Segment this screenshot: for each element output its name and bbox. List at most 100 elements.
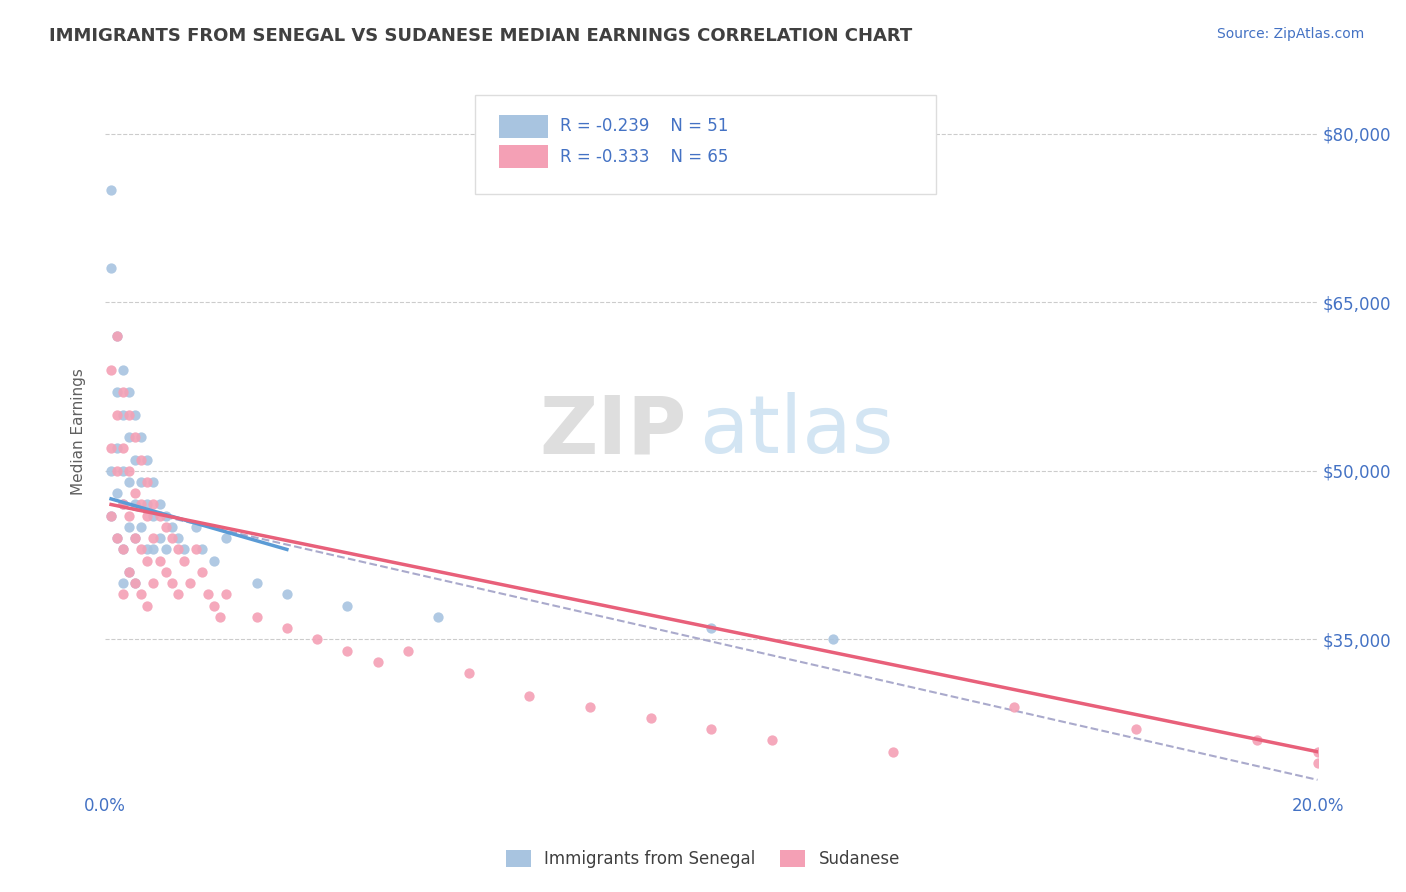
Point	[118, 520, 141, 534]
Point	[148, 498, 170, 512]
Text: atlas: atlas	[699, 392, 893, 470]
Point	[215, 587, 238, 601]
Point	[202, 554, 225, 568]
Point	[197, 587, 219, 601]
Point	[160, 520, 183, 534]
Point	[112, 362, 135, 376]
Point	[100, 508, 122, 523]
FancyBboxPatch shape	[475, 95, 935, 194]
Point	[209, 610, 232, 624]
Point	[148, 531, 170, 545]
Point	[761, 733, 783, 747]
Point	[112, 542, 135, 557]
Point	[155, 565, 177, 579]
Point	[131, 430, 153, 444]
Point	[131, 587, 153, 601]
Point	[118, 565, 141, 579]
Text: R = -0.333    N = 65: R = -0.333 N = 65	[560, 148, 728, 166]
Point	[118, 385, 141, 400]
Text: Source: ZipAtlas.com: Source: ZipAtlas.com	[1216, 27, 1364, 41]
Point	[700, 621, 723, 635]
Point	[131, 542, 153, 557]
Point	[307, 632, 329, 647]
Point	[700, 723, 723, 737]
Point	[112, 498, 135, 512]
Point	[112, 464, 135, 478]
Point	[367, 655, 389, 669]
Point	[112, 385, 135, 400]
Point	[131, 475, 153, 489]
Point	[184, 520, 207, 534]
Point	[131, 520, 153, 534]
Point	[136, 475, 159, 489]
Point	[336, 643, 359, 657]
Point	[118, 475, 141, 489]
Point	[112, 576, 135, 591]
Point	[142, 576, 165, 591]
Point	[118, 508, 141, 523]
Point	[191, 565, 214, 579]
Point	[1306, 756, 1329, 770]
Point	[173, 542, 195, 557]
Point	[142, 498, 165, 512]
Point	[640, 711, 662, 725]
Point	[105, 464, 128, 478]
Point	[519, 689, 541, 703]
Point	[124, 452, 146, 467]
Point	[184, 542, 207, 557]
Point	[124, 486, 146, 500]
Point	[396, 643, 419, 657]
Point	[118, 430, 141, 444]
Point	[276, 587, 298, 601]
Point	[112, 408, 135, 422]
Point	[1002, 699, 1025, 714]
Point	[105, 442, 128, 456]
Point	[136, 508, 159, 523]
Point	[118, 464, 141, 478]
Point	[100, 442, 122, 456]
Y-axis label: Median Earnings: Median Earnings	[72, 368, 86, 495]
FancyBboxPatch shape	[499, 145, 547, 168]
Point	[276, 621, 298, 635]
Point	[142, 508, 165, 523]
Legend: Immigrants from Senegal, Sudanese: Immigrants from Senegal, Sudanese	[499, 843, 907, 875]
Point	[105, 385, 128, 400]
Point	[579, 699, 602, 714]
Point	[136, 542, 159, 557]
Text: ZIP: ZIP	[540, 392, 688, 470]
Point	[136, 554, 159, 568]
Point	[142, 542, 165, 557]
Text: R = -0.239    N = 51: R = -0.239 N = 51	[560, 117, 728, 135]
Point	[155, 542, 177, 557]
Point	[100, 261, 122, 276]
Point	[160, 576, 183, 591]
Point	[112, 542, 135, 557]
Point	[124, 531, 146, 545]
Point	[124, 531, 146, 545]
Point	[142, 531, 165, 545]
Point	[457, 666, 479, 681]
Point	[124, 498, 146, 512]
Point	[427, 610, 450, 624]
Point	[1246, 733, 1268, 747]
Point	[131, 452, 153, 467]
Point	[166, 531, 188, 545]
Point	[105, 486, 128, 500]
Point	[105, 531, 128, 545]
Point	[336, 599, 359, 613]
Point	[112, 498, 135, 512]
Point	[100, 183, 122, 197]
Point	[1306, 745, 1329, 759]
Point	[112, 587, 135, 601]
Point	[100, 362, 122, 376]
Point	[148, 508, 170, 523]
Point	[131, 498, 153, 512]
Point	[179, 576, 201, 591]
Point	[166, 542, 188, 557]
Point	[105, 408, 128, 422]
Point	[118, 565, 141, 579]
Text: IMMIGRANTS FROM SENEGAL VS SUDANESE MEDIAN EARNINGS CORRELATION CHART: IMMIGRANTS FROM SENEGAL VS SUDANESE MEDI…	[49, 27, 912, 45]
Point	[142, 475, 165, 489]
Point	[124, 576, 146, 591]
Point	[245, 576, 267, 591]
